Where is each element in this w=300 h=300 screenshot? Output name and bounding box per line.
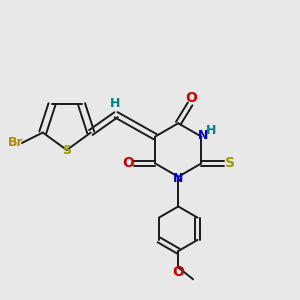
Text: O: O xyxy=(186,91,197,105)
Text: S: S xyxy=(62,144,71,158)
Text: N: N xyxy=(198,129,208,142)
Text: N: N xyxy=(173,172,183,185)
Text: H: H xyxy=(206,124,216,136)
Text: O: O xyxy=(122,156,134,170)
Text: O: O xyxy=(172,265,184,279)
Text: S: S xyxy=(225,156,235,170)
Text: Br: Br xyxy=(8,136,23,149)
Text: H: H xyxy=(110,97,120,110)
